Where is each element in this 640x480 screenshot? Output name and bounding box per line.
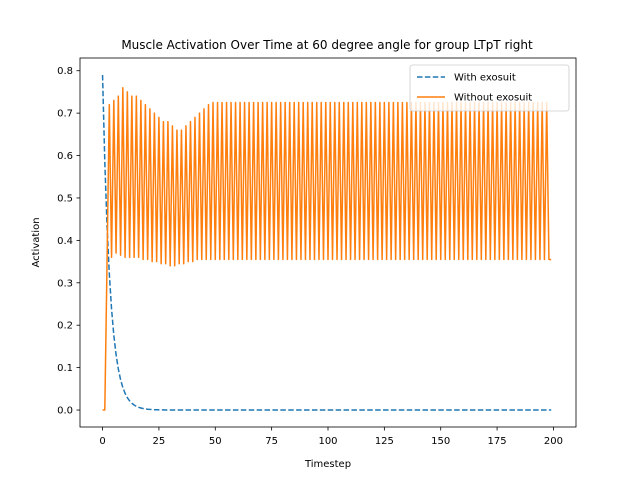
x-tick-label: 75 — [265, 436, 278, 447]
series-line-without-exosuit — [102, 86, 552, 411]
y-tick-label: 0.1 — [57, 363, 73, 374]
y-tick-label: 0.6 — [57, 151, 73, 162]
x-axis-label: Timestep — [304, 459, 351, 470]
legend: With exosuit Without exosuit — [409, 64, 570, 112]
lines-layer — [101, 74, 552, 411]
x-tick-label: 25 — [153, 436, 166, 447]
x-tick-label: 0 — [99, 436, 105, 447]
legend-label: With exosuit — [454, 73, 516, 84]
x-tick-label: 125 — [375, 436, 394, 447]
y-tick-label: 0.8 — [57, 66, 73, 77]
x-tick-label: 200 — [544, 436, 563, 447]
y-tick-label: 0.5 — [57, 193, 73, 204]
y-tick-label: 0.4 — [57, 236, 73, 247]
y-tick-label: 0.0 — [57, 406, 73, 417]
legend-box — [409, 64, 570, 112]
y-axis-label: Activation — [31, 217, 42, 267]
y-tick-label: 0.7 — [57, 109, 73, 120]
chart-title: Muscle Activation Over Time at 60 degree… — [121, 38, 533, 52]
y-tick-label: 0.3 — [57, 278, 73, 289]
x-tick-label: 50 — [209, 436, 222, 447]
legend-label: Without exosuit — [454, 93, 532, 104]
x-tick-label: 175 — [488, 436, 507, 447]
x-tick-label: 100 — [318, 436, 337, 447]
y-tick-label: 0.2 — [57, 321, 73, 332]
x-tick-label: 150 — [431, 436, 450, 447]
axes-layer: 0 25 50 75 100 125 150 175 200 0.0 0.1 0.2 0.3 0.4 0.5… — [57, 57, 577, 447]
